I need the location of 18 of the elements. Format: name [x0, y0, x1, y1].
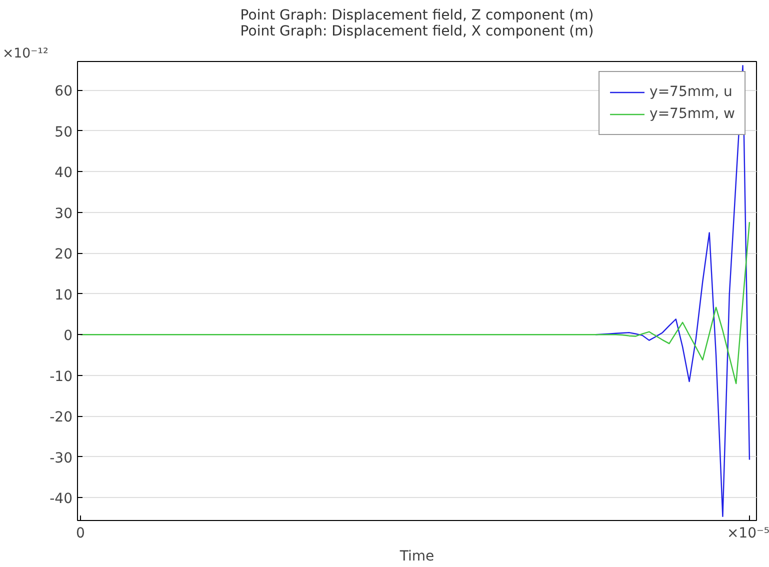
- chart-title: Point Graph: Displacement field, Z component (m) Point Graph: Displacement field, X component (m): [240, 8, 594, 40]
- legend-label: y=75mm, u: [650, 84, 732, 100]
- y-tick-label: -10: [50, 368, 73, 385]
- y-tick-label: -40: [50, 491, 73, 508]
- y-tick-label: 60: [54, 84, 73, 100]
- x-tick-label: ×10⁻⁵: [726, 526, 769, 542]
- y-tick-label: 50: [54, 124, 73, 140]
- y-tick-label: 20: [54, 246, 73, 263]
- y-tick-label: -20: [50, 410, 73, 426]
- y-tick-label: 0: [64, 328, 73, 344]
- y-tick-label: 10: [54, 287, 73, 304]
- y-tick-label: -30: [50, 450, 73, 466]
- x-axis-title: Time: [398, 548, 434, 564]
- legend-label: y=75mm, w: [650, 106, 735, 122]
- y-tick-label: 30: [54, 206, 73, 222]
- y-tick-label: 40: [54, 165, 73, 182]
- text: ×10⁻¹²: [2, 46, 48, 62]
- line-series: [80, 222, 750, 384]
